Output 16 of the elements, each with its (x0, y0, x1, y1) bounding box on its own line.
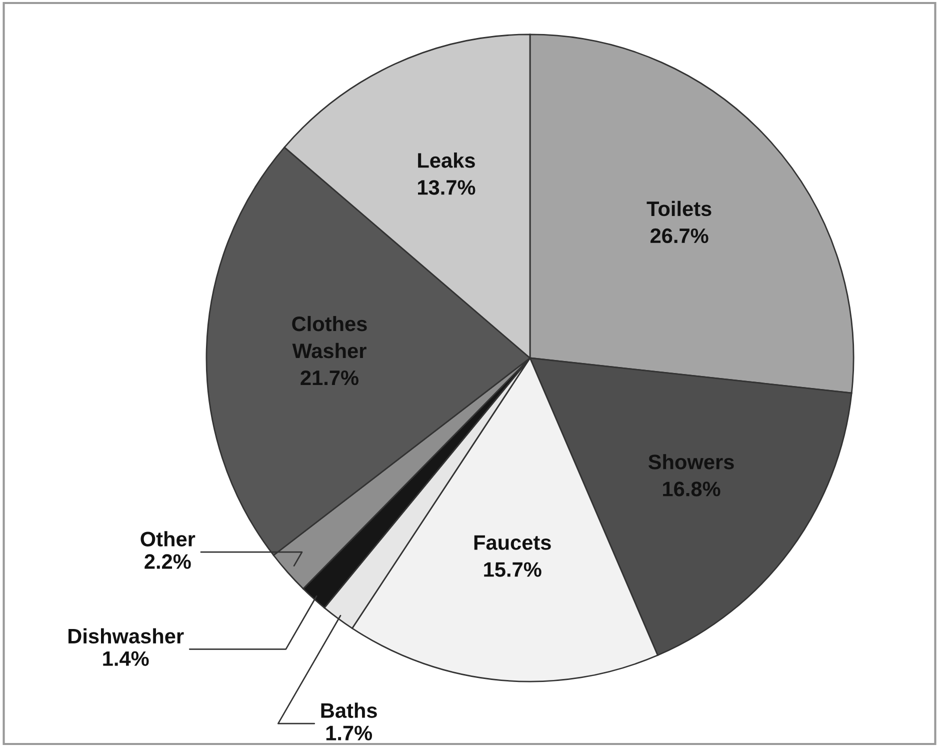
data-label: 13.7% (418, 180, 476, 195)
slice-label: Toilets (646, 200, 712, 216)
data-label: 2.2% (144, 554, 191, 569)
slice-label: Leaks (418, 152, 475, 168)
data-label: 15.7% (484, 562, 542, 577)
slice-label: Dishwasher (68, 628, 184, 644)
slice-label: Clothes Washer (292, 316, 367, 358)
data-label: 26.7% (650, 228, 708, 244)
slice-label: Baths (321, 702, 377, 718)
slice-label: Other (140, 531, 196, 546)
data-label: 16.8% (663, 482, 720, 496)
slice-label: Faucets (474, 535, 551, 550)
slice-label: Showers (648, 454, 734, 470)
data-label: 21.7% (300, 370, 358, 386)
data-label: 1.4% (103, 651, 149, 666)
data-label: 1.7% (326, 726, 372, 740)
